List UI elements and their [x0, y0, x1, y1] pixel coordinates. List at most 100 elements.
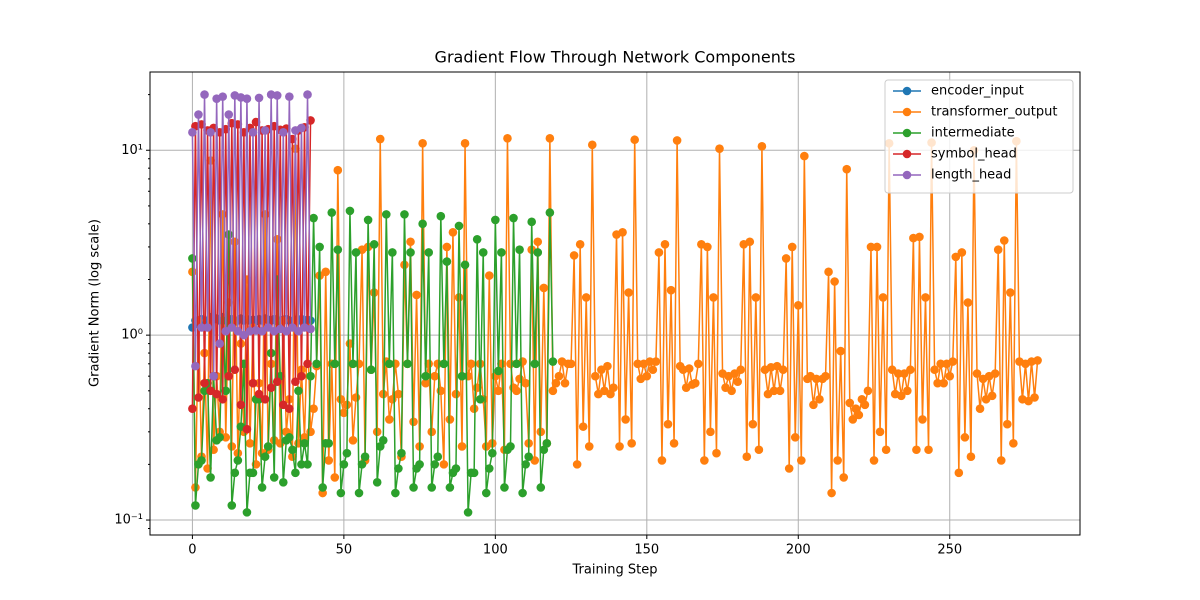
data-point [854, 410, 864, 420]
data-point [512, 359, 521, 369]
data-point [215, 339, 224, 348]
data-point [742, 452, 752, 462]
data-point [430, 371, 440, 381]
data-point [957, 248, 967, 257]
data-point [630, 135, 639, 145]
data-point [333, 165, 343, 175]
legend-label: symbol_head [931, 147, 1017, 162]
legend-marker [902, 149, 912, 159]
data-point [242, 94, 252, 104]
data-point [815, 394, 824, 404]
data-point [1030, 393, 1039, 402]
data-point [439, 460, 449, 469]
data-point [218, 92, 228, 101]
legend-marker [902, 86, 912, 96]
data-point [248, 468, 258, 478]
data-point [481, 488, 491, 498]
chart-title: Gradient Flow Through Network Components [435, 48, 796, 67]
data-point [260, 452, 270, 462]
data-point [954, 468, 964, 478]
data-point [703, 242, 712, 252]
data-point [545, 134, 555, 143]
data-point [330, 359, 340, 369]
data-point [1009, 439, 1018, 448]
data-point [881, 445, 891, 455]
data-point [406, 248, 415, 257]
data-point [521, 460, 530, 469]
data-point [906, 365, 915, 375]
data-point [188, 404, 197, 414]
y-tick-label: 10⁰ [121, 328, 143, 343]
data-point [836, 346, 845, 356]
data-point [924, 445, 933, 455]
plot-frame [149, 71, 1081, 536]
data-point [278, 477, 288, 487]
data-point [548, 357, 558, 366]
data-point [478, 248, 488, 257]
data-point [503, 134, 512, 143]
data-point [433, 359, 443, 369]
data-point [248, 378, 258, 388]
data-point [790, 433, 800, 442]
data-point [357, 460, 367, 469]
data-point [230, 365, 240, 375]
data-point [1033, 356, 1042, 365]
data-point [415, 460, 424, 469]
data-point [827, 488, 836, 498]
data-point [236, 400, 246, 410]
data-point [833, 456, 842, 465]
data-point [966, 452, 976, 462]
data-point [893, 369, 903, 378]
data-point [303, 359, 312, 369]
data-point [587, 140, 597, 150]
data-point [497, 248, 506, 257]
data-point [930, 365, 939, 375]
data-point [733, 377, 742, 387]
data-point [360, 452, 370, 462]
data-point [272, 91, 282, 100]
data-point [442, 242, 452, 252]
data-point [999, 236, 1009, 245]
data-point [669, 439, 679, 448]
data-point [266, 383, 276, 392]
data-point [566, 359, 576, 369]
data-point [191, 501, 200, 510]
data-point [903, 386, 912, 396]
data-point [215, 433, 224, 442]
data-point [421, 371, 430, 381]
data-point [584, 442, 594, 451]
data-point [830, 277, 839, 286]
data-point [672, 136, 682, 145]
x-tick-label: 50 [336, 543, 353, 558]
data-point [624, 288, 633, 297]
data-point [996, 456, 1006, 465]
data-point [627, 439, 636, 448]
data-point [218, 210, 228, 219]
data-point [197, 323, 206, 332]
data-point [560, 378, 570, 388]
data-point [457, 442, 467, 451]
data-point [194, 110, 203, 119]
data-point [615, 442, 624, 451]
legend-marker [902, 128, 912, 138]
data-point [621, 415, 630, 424]
data-point [606, 389, 615, 399]
data-point [972, 369, 982, 378]
data-point [366, 365, 376, 375]
data-point [754, 445, 764, 455]
data-point [378, 435, 388, 445]
data-point [233, 456, 243, 465]
data-point [206, 473, 215, 482]
data-point [642, 371, 652, 381]
data-point [297, 460, 306, 469]
data-point [845, 398, 855, 408]
data-point [291, 468, 300, 478]
data-point [609, 383, 618, 392]
data-point [375, 134, 385, 144]
data-point [512, 386, 521, 396]
data-point [454, 293, 464, 302]
data-point [591, 371, 600, 381]
data-point [254, 389, 264, 399]
data-point [336, 394, 346, 404]
